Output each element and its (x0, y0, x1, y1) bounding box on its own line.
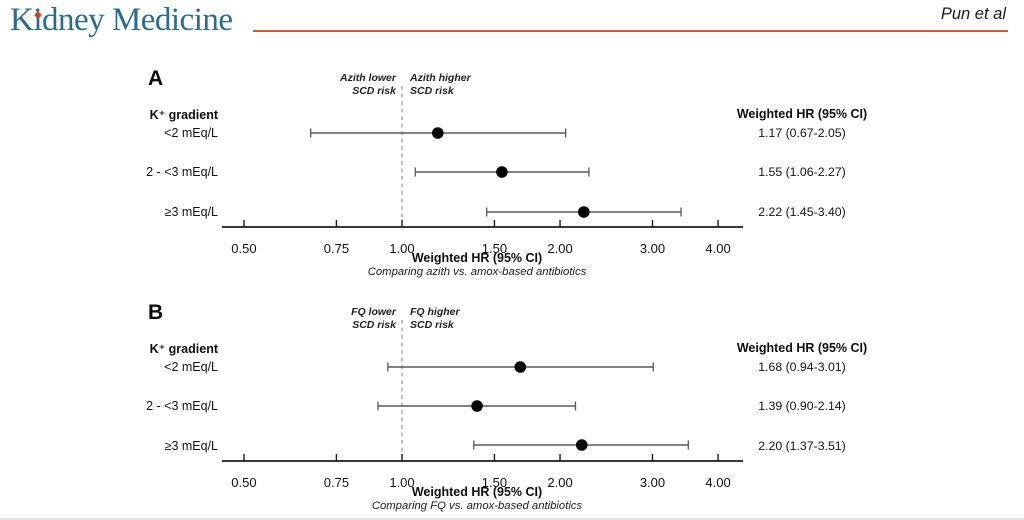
panel-b-direction-right-label: FQ higher SCD risk (410, 306, 460, 331)
panel-b-hr-column-header: Weighted HR (95% CI) (736, 341, 868, 355)
panel-b-axis-subtitle: Comparing FQ vs. amox-based antibiotics (371, 499, 583, 512)
attribution-text: Pun et al (940, 5, 1006, 23)
panel-b-group-header: K⁺ gradient (149, 342, 218, 356)
panel-a-axis-subtitle: Comparing azith vs. amox-based antibioti… (367, 265, 587, 278)
row-label: ≥3 mEq/L (164, 205, 218, 219)
panel-a-hr-column-header: Weighted HR (95% CI) (736, 107, 868, 121)
header-rule (253, 30, 1008, 32)
hr-value: 1.39 (0.90-2.14) (758, 399, 846, 413)
panel-b-letter: B (148, 301, 164, 324)
row-label: 2 - <3 mEq/L (146, 165, 218, 179)
journal-logo: Kidney Medicine (10, 2, 233, 38)
panel-a-axis-title: Weighted HR (95% CI) (411, 251, 543, 265)
logo-i-dot-icon (35, 12, 41, 18)
row-label: <2 mEq/L (164, 126, 218, 140)
row-label: 2 - <3 mEq/L (146, 399, 218, 413)
panel-a-group-header: K⁺ gradient (149, 108, 218, 122)
panel-b-axis-title: Weighted HR (95% CI) (411, 485, 543, 499)
panel-a-letter: A (148, 67, 164, 90)
hr-value: 2.22 (1.45-3.40) (758, 205, 846, 219)
hr-value: 2.20 (1.37-3.51) (758, 439, 846, 453)
row-label: ≥3 mEq/L (164, 439, 218, 453)
panel-a-direction-right-label: Azith higher SCD risk (410, 72, 471, 97)
panel-b-direction-left-label: FQ lower SCD risk (351, 306, 396, 331)
row-label: <2 mEq/L (164, 360, 218, 374)
hr-value: 1.68 (0.94-3.01) (758, 360, 846, 374)
hr-value: 1.55 (1.06-2.27) (758, 165, 846, 179)
panel-a-direction-left-label: Azith lower SCD risk (339, 72, 396, 97)
hr-value: 1.17 (0.67-2.05) (758, 126, 846, 140)
